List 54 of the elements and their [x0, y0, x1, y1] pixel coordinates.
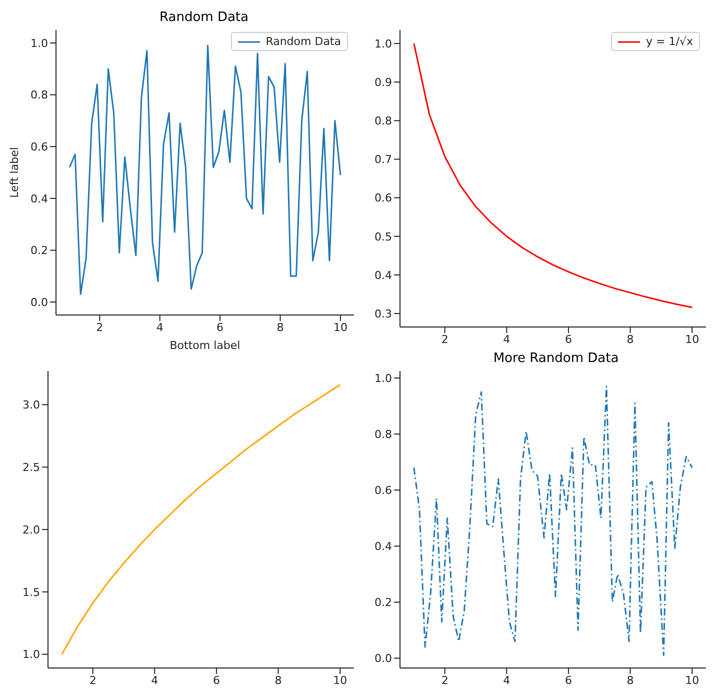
x-tick-label: 2	[441, 332, 448, 346]
y-axis-title: Left label	[8, 147, 21, 198]
y-tick-label: 0.3	[374, 307, 392, 320]
x-tick-label: 10	[685, 674, 700, 687]
y-tick-label: 1.0	[30, 36, 48, 50]
x-tick-label: 6	[564, 332, 572, 346]
x-axis-title: Bottom label	[170, 339, 240, 352]
line-series	[413, 386, 693, 656]
x-tick-label: 4	[156, 320, 164, 334]
y-tick-label: 0.5	[374, 230, 392, 244]
y-tick-label: 0.6	[374, 484, 392, 497]
chart-title: More Random Data	[492, 350, 620, 368]
y-tick-label: 0.2	[30, 244, 48, 258]
y-tick-label: 0.4	[30, 192, 48, 206]
x-tick-label: 6	[564, 674, 572, 687]
x-tick-label: 2	[96, 320, 104, 334]
legend-label: Random Data	[266, 34, 341, 49]
y-tick-label: 0.4	[374, 268, 392, 282]
legend-label: y = 1/√x	[646, 34, 693, 49]
y-tick-label: 1.0	[374, 372, 392, 385]
x-tick-label: 8	[276, 320, 284, 334]
y-tick-label: 2.5	[22, 460, 40, 474]
x-tick-label: 2	[89, 674, 96, 687]
x-tick-label: 6	[216, 320, 224, 334]
y-tick-label: 0.0	[374, 652, 392, 666]
x-tick-label: 8	[274, 674, 282, 687]
y-tick-label: 3.0	[22, 398, 40, 412]
y-tick-label: 0.8	[374, 428, 392, 441]
x-tick-label: 10	[333, 674, 348, 687]
y-tick-label: 1.5	[22, 586, 40, 599]
y-tick-label: 0.6	[30, 140, 48, 154]
x-tick-label: 4	[151, 674, 158, 687]
chart-title: Random Data	[158, 9, 250, 27]
line-series	[68, 44, 342, 296]
y-tick-label: 0.8	[374, 114, 392, 128]
y-tick-label: 0.8	[30, 88, 48, 102]
x-tick-label: 10	[333, 320, 348, 334]
y-tick-label: 0.7	[374, 153, 392, 166]
y-tick-label: 0.6	[374, 192, 392, 205]
y-tick-label: 1.0	[374, 37, 392, 50]
x-tick-label: 2	[441, 674, 448, 687]
y-tick-label: 0.9	[374, 76, 392, 89]
y-tick-label: 0.4	[374, 540, 392, 554]
y-tick-label: 0.0	[30, 296, 48, 309]
x-tick-label: 6	[212, 674, 220, 687]
y-tick-label: 2.0	[22, 523, 40, 536]
y-tick-label: 0.2	[374, 596, 392, 610]
x-tick-label: 4	[503, 332, 510, 346]
x-tick-label: 8	[626, 332, 634, 346]
x-tick-label: 8	[626, 674, 634, 687]
y-tick-label: 1.0	[22, 648, 40, 662]
x-tick-label: 10	[685, 332, 700, 346]
x-tick-label: 4	[503, 674, 510, 687]
line-series	[61, 384, 341, 656]
